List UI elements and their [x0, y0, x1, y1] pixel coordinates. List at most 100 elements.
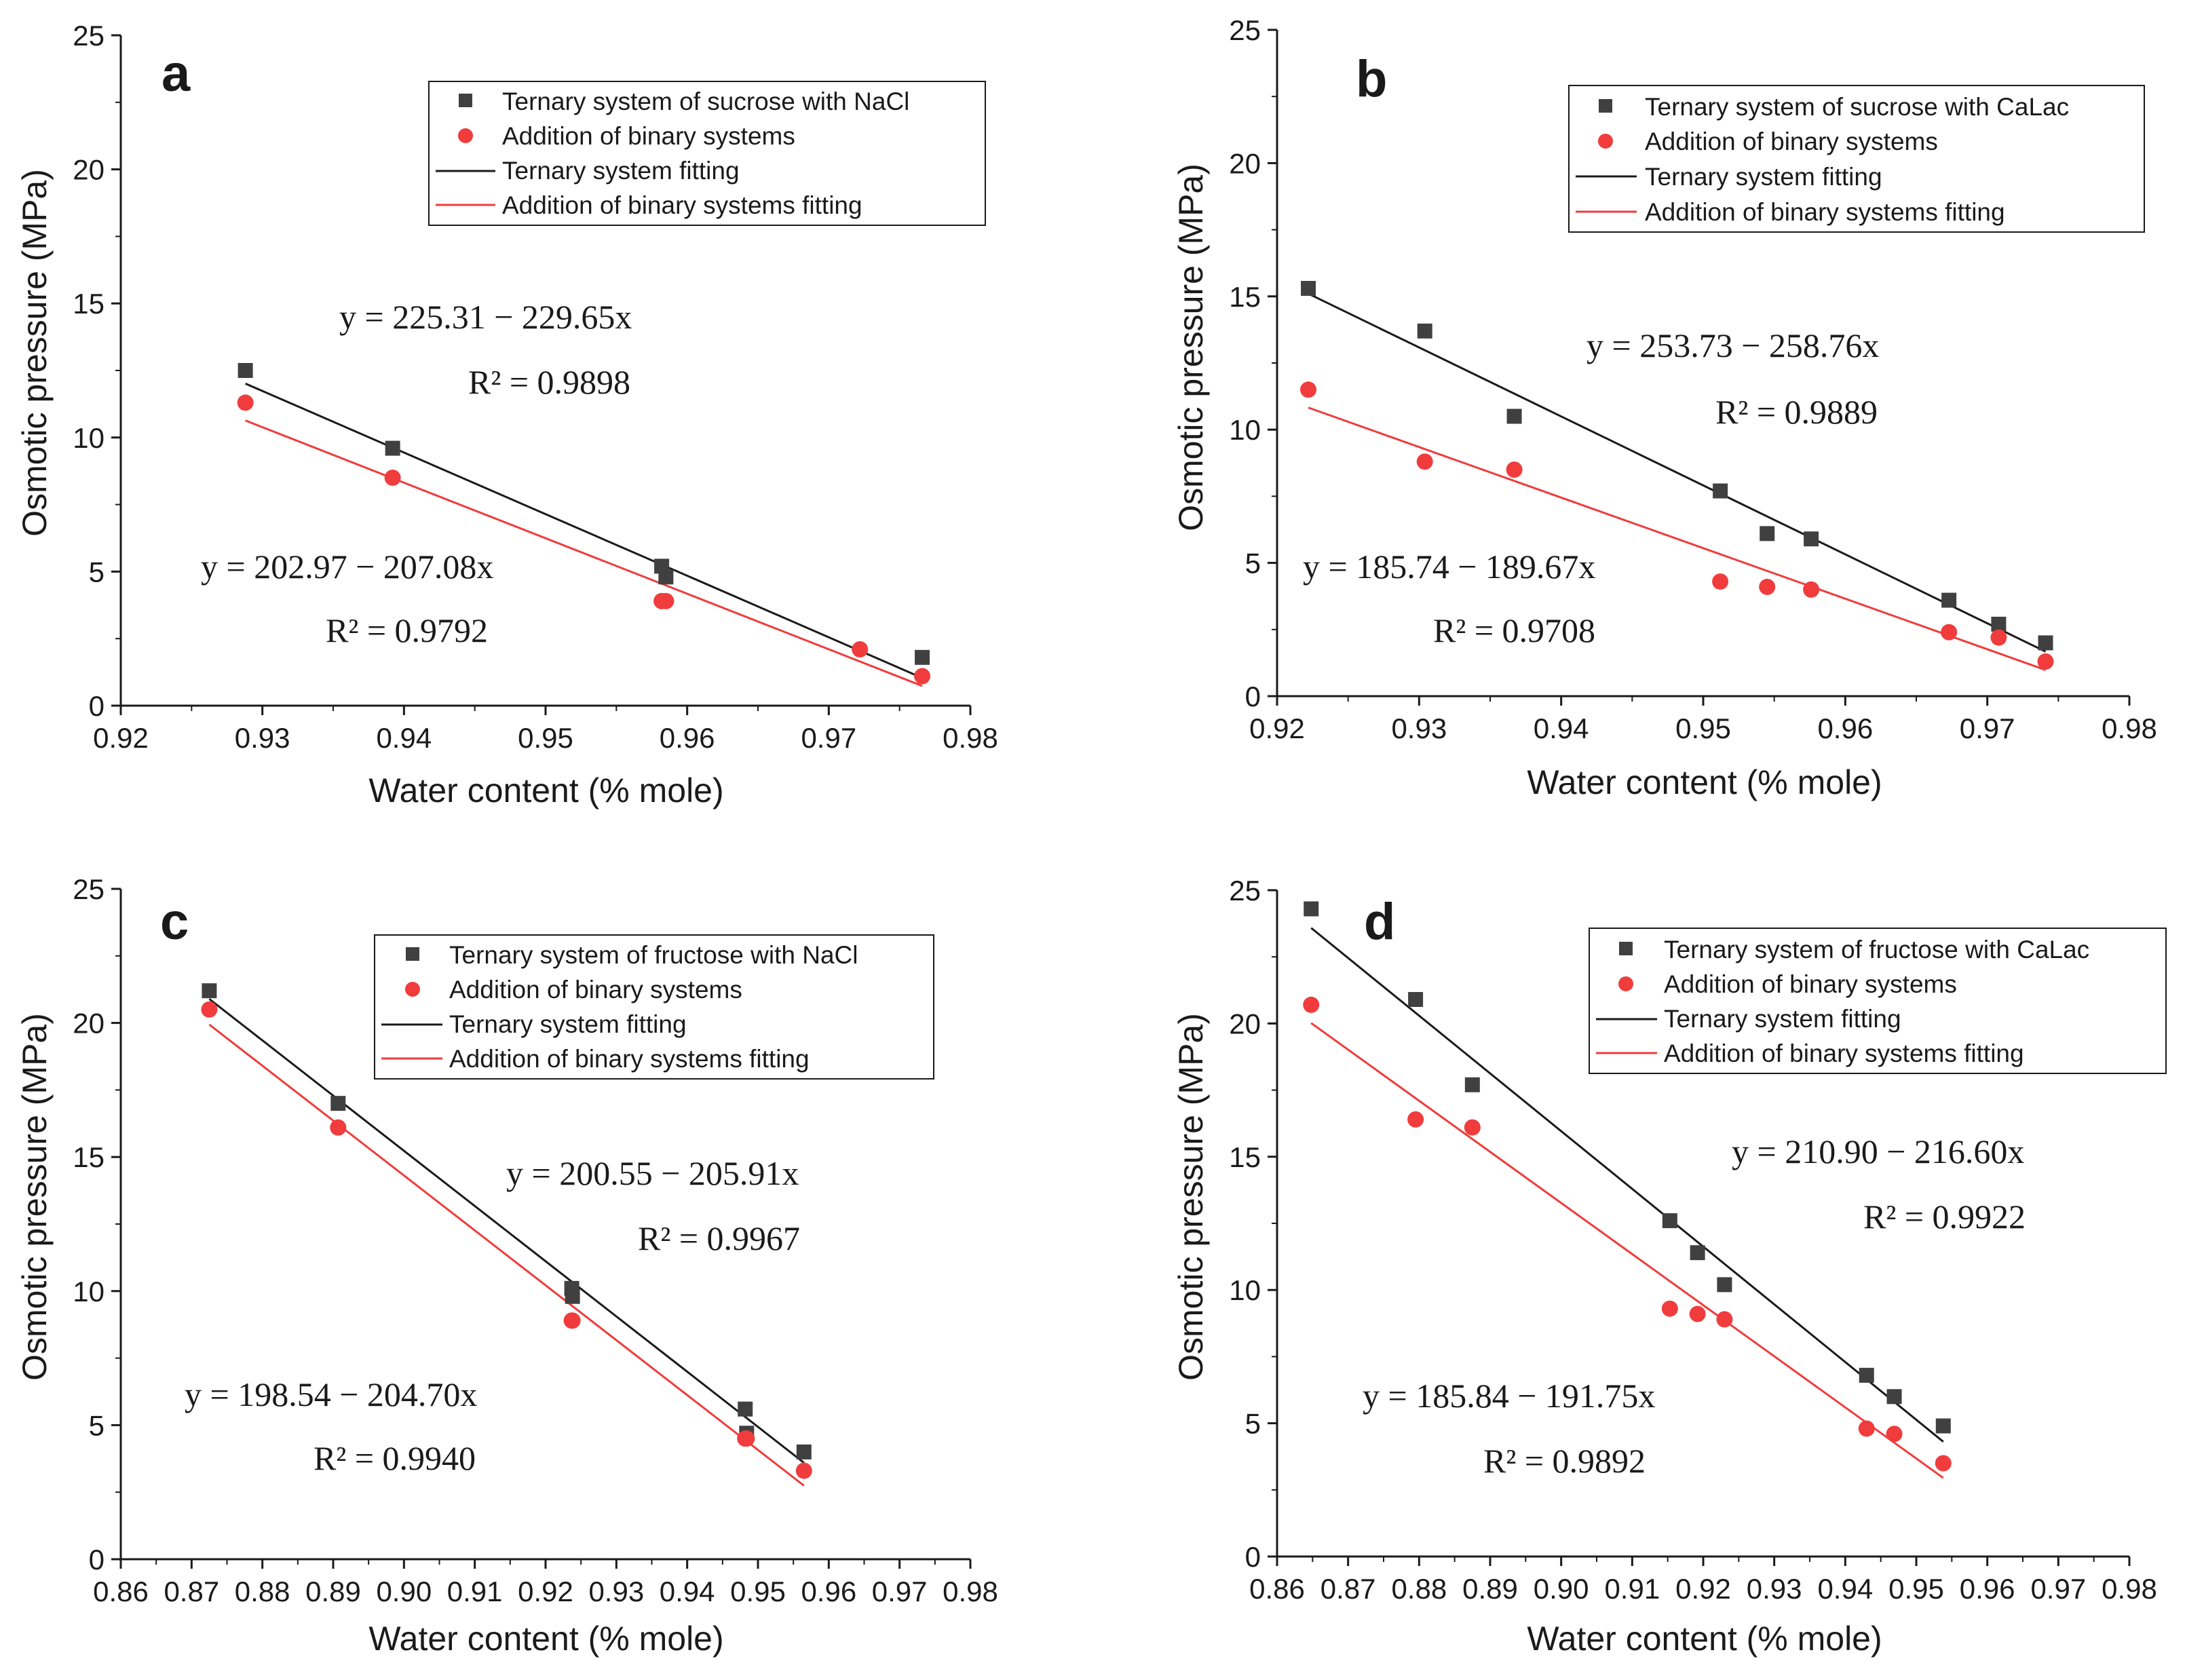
y-axis-label-b: Osmotic pressure (MPa)	[1172, 164, 1210, 531]
y-tick-label-c: 10	[73, 1276, 104, 1307]
y-tick-label-c: 15	[73, 1141, 104, 1173]
legend-square-marker-a	[459, 94, 472, 107]
ternary-fit-line-b	[1308, 292, 2047, 653]
panel-letter-d: d	[1364, 893, 1395, 951]
legend-box-b	[1568, 85, 2145, 233]
x-tick-label-c: 0.92	[518, 1576, 573, 1607]
y-tick-label-c: 20	[73, 1008, 104, 1039]
y-tick-label-d: 15	[1229, 1141, 1261, 1173]
binary-data-point-b	[1990, 629, 2007, 646]
ternary-data-point-c	[796, 1444, 812, 1459]
x-tick-label-c: 0.93	[588, 1576, 644, 1607]
binary-data-point-b	[1300, 381, 1317, 398]
panel-letter-c: c	[160, 893, 189, 951]
binary-data-point-d	[1407, 1111, 1424, 1128]
y-tick-label-a: 0	[89, 690, 104, 722]
binary-data-point-d	[1689, 1305, 1706, 1322]
binary-data-point-d	[1716, 1311, 1733, 1328]
ternary-fit-line-d	[1310, 927, 1944, 1443]
binary-data-point-d	[1858, 1420, 1875, 1437]
ternary-data-point-d	[1304, 901, 1319, 917]
ternary-data-point-b	[1804, 531, 1819, 547]
legend-label-ternary-fit-d: Ternary system fitting	[1664, 1005, 1901, 1033]
panel-c: c Osmotic pressure (MPa) Water content (…	[16, 873, 998, 1658]
legend-b: Ternary system of sucrose with CaLac Add…	[1568, 85, 2145, 233]
y-tick-label-a: 15	[73, 288, 104, 320]
r2-binary-d: R² = 0.9892	[1483, 1442, 1646, 1480]
binary-data-point-b	[2037, 653, 2054, 670]
x-axis-label-c: Water content (% mole)	[368, 1620, 723, 1658]
x-tick-label-a: 0.96	[660, 722, 715, 754]
legend-circle-marker-c	[405, 982, 420, 997]
binary-data-point-d	[1661, 1300, 1678, 1317]
legend-label-ternary-fit-b: Ternary system fitting	[1645, 163, 1882, 191]
fit-equation-binary-d: y = 185.84 − 191.75x	[1363, 1377, 1655, 1415]
ternary-data-point-d	[1408, 992, 1424, 1008]
x-tick-label-d: 0.90	[1534, 1573, 1589, 1605]
binary-fit-line-d	[1310, 1022, 1944, 1479]
legend-label-binary-d: Addition of binary systems	[1664, 970, 1957, 998]
binary-data-point-c	[201, 1001, 218, 1018]
x-tick-label-d: 0.87	[1320, 1573, 1376, 1605]
binary-data-point-b	[1941, 624, 1958, 641]
ternary-data-point-d	[1886, 1389, 1902, 1405]
binary-data-point-c	[738, 1430, 755, 1447]
x-tick-label-c: 0.95	[730, 1576, 786, 1607]
ternary-data-point-c	[330, 1096, 346, 1111]
x-tick-label-d: 0.91	[1604, 1573, 1660, 1605]
y-tick-label-c: 5	[89, 1409, 104, 1441]
binary-data-point-d	[1886, 1426, 1903, 1443]
legend-a: Ternary system of sucrose with NaCl Addi…	[428, 81, 986, 226]
legend-box-c	[374, 934, 934, 1080]
legend-label-ternary-d: Ternary system of fructose with CaLac	[1664, 936, 2089, 963]
y-tick-label-d: 0	[1245, 1541, 1261, 1573]
legend-label-binary-fit-c: Addition of binary systems fitting	[449, 1045, 810, 1073]
x-tick-label-b: 0.92	[1249, 712, 1305, 744]
legend-box-d	[1589, 928, 2167, 1074]
x-tick-label-c: 0.87	[164, 1576, 219, 1607]
fit-equation-ternary-d: y = 210.90 − 216.60x	[1732, 1132, 2024, 1170]
ternary-data-point-b	[1713, 483, 1728, 499]
legend-label-binary-a: Addition of binary systems	[502, 122, 795, 150]
ternary-data-point-c	[565, 1288, 580, 1304]
r2-ternary-a: R² = 0.9898	[468, 363, 630, 401]
ternary-data-point-d	[1464, 1077, 1480, 1092]
fit-equation-binary-b: y = 185.74 − 189.67x	[1303, 548, 1595, 586]
y-tick-label-b: 20	[1229, 147, 1261, 179]
x-tick-label-b: 0.94	[1534, 712, 1589, 744]
y-axis-label-d: Osmotic pressure (MPa)	[1172, 1013, 1210, 1381]
binary-fit-line-b	[1308, 406, 2046, 671]
legend-label-ternary-c: Ternary system of fructose with NaCl	[449, 941, 858, 969]
x-tick-label-c: 0.90	[376, 1576, 432, 1607]
binary-data-point-b	[1506, 461, 1523, 478]
x-tick-label-d: 0.88	[1391, 1573, 1447, 1605]
legend-square-marker-c	[406, 947, 419, 961]
ternary-data-point-b	[1941, 592, 1957, 608]
legend-label-ternary-fit-c: Ternary system fitting	[449, 1010, 687, 1038]
x-tick-label-c: 0.98	[943, 1576, 998, 1607]
x-tick-label-c: 0.86	[93, 1576, 149, 1607]
binary-fit-line-a	[245, 419, 923, 687]
x-tick-label-a: 0.97	[801, 722, 856, 754]
y-tick-label-b: 10	[1229, 414, 1261, 446]
panel-d: d Osmotic pressure (MPa) Water content (…	[1172, 875, 2167, 1658]
y-tick-label-d: 20	[1229, 1008, 1261, 1039]
legend-circle-marker-a	[458, 128, 473, 143]
ternary-fit-line-a	[245, 382, 923, 679]
y-tick-label-c: 25	[73, 873, 104, 905]
y-tick-label-d: 25	[1229, 875, 1261, 906]
legend-c: Ternary system of fructose with NaCl Add…	[374, 934, 934, 1080]
ternary-fit-line-c	[208, 998, 805, 1464]
r2-ternary-b: R² = 0.9889	[1715, 393, 1878, 431]
x-tick-label-c: 0.89	[305, 1576, 361, 1607]
x-tick-label-b: 0.98	[2102, 712, 2157, 744]
binary-data-point-a	[914, 668, 931, 685]
y-tick-label-a: 25	[73, 20, 104, 52]
legend-label-binary-c: Addition of binary systems	[449, 976, 742, 1004]
y-tick-label-a: 10	[73, 422, 104, 454]
ternary-data-point-b	[1506, 408, 1522, 424]
ternary-data-point-a	[658, 569, 674, 585]
x-tick-label-a: 0.95	[518, 722, 573, 754]
ternary-data-point-a	[238, 363, 253, 378]
legend-label-binary-fit-d: Addition of binary systems fitting	[1664, 1039, 2024, 1067]
